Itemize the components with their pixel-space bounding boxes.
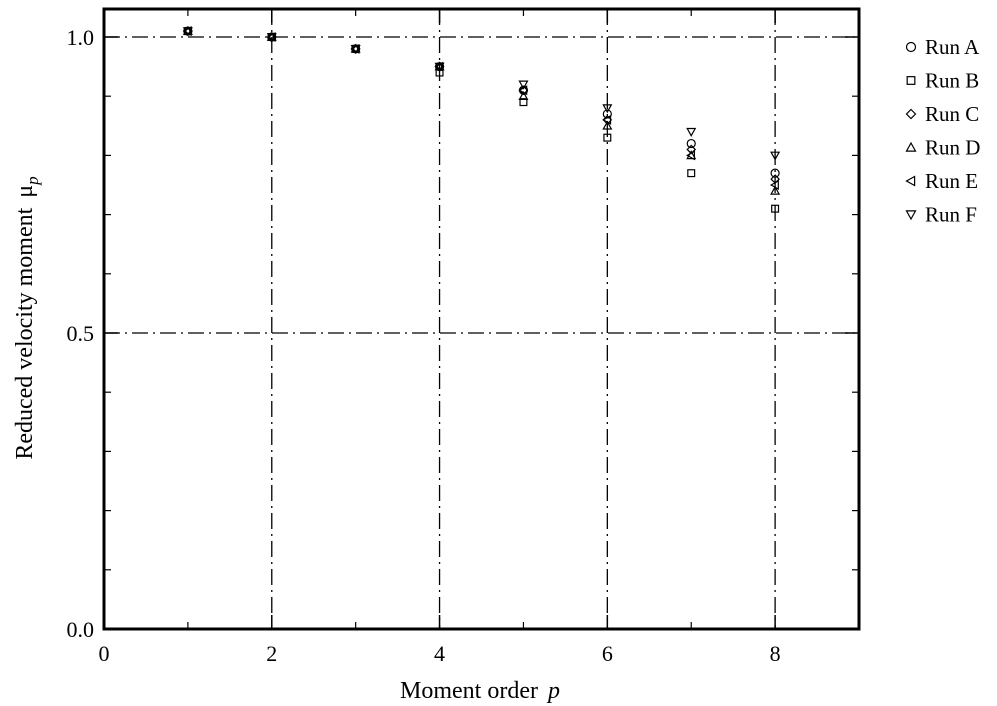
triangle-left-marker-icon xyxy=(905,175,916,187)
legend-label: Run C xyxy=(925,102,979,126)
y-axis-label: Reduced velocity momentμp xyxy=(12,176,42,459)
legend-label: Run D xyxy=(925,136,980,160)
series-run-d xyxy=(182,25,781,195)
circle-marker-icon xyxy=(905,41,917,53)
tick-labels: 0 2 4 6 8 0.0 0.5 1.0 xyxy=(67,25,781,666)
legend-item: Run C xyxy=(905,102,979,126)
data-point xyxy=(266,31,276,43)
data-point xyxy=(687,169,696,178)
data-point xyxy=(685,150,696,161)
data-point xyxy=(350,45,361,55)
data-point xyxy=(518,80,529,90)
data-point xyxy=(770,168,780,178)
x-tick-label: 2 xyxy=(266,641,277,666)
data-point xyxy=(434,61,444,72)
diamond-marker-icon xyxy=(905,108,917,120)
grid-lines xyxy=(104,9,859,629)
data-point xyxy=(519,98,528,107)
data-point xyxy=(434,62,445,72)
axis-ticks xyxy=(103,9,859,630)
data-point xyxy=(686,150,697,160)
series-run-b xyxy=(183,27,780,213)
series-run-c xyxy=(183,26,780,184)
x-tick-label: 6 xyxy=(602,641,613,666)
data-point xyxy=(602,104,613,114)
legend-item: Run D xyxy=(905,136,980,160)
legend-label: Run E xyxy=(925,169,978,193)
x-axis-label: Moment order p xyxy=(400,678,560,704)
x-tick-label: 8 xyxy=(770,641,781,666)
data-point xyxy=(182,27,193,37)
data-point xyxy=(686,138,696,149)
legend-item: Run F xyxy=(905,203,977,227)
data-point xyxy=(770,185,781,195)
data-point xyxy=(518,90,529,101)
x-tick-label: 0 xyxy=(99,641,110,666)
data-point xyxy=(769,179,779,191)
data-point xyxy=(602,114,612,125)
plot-frame xyxy=(102,7,861,631)
data-point xyxy=(770,151,781,161)
data-point xyxy=(771,204,780,213)
triangle-down-marker-icon xyxy=(905,210,917,221)
series-run-e xyxy=(182,26,779,191)
y-tick-label: 0.5 xyxy=(67,321,95,346)
legend-item: Run A xyxy=(905,35,980,59)
data-series xyxy=(182,25,781,213)
legend-item: Run E xyxy=(905,169,978,193)
data-point xyxy=(266,33,277,43)
y-tick-label: 1.0 xyxy=(67,25,95,50)
legend-label: Run B xyxy=(925,69,979,93)
data-point xyxy=(603,133,612,142)
legend-label: Run A xyxy=(925,35,980,59)
legend-label: Run F xyxy=(925,203,977,227)
legend-item: Run B xyxy=(906,69,979,93)
data-point xyxy=(602,120,613,130)
y-tick-label: 0.0 xyxy=(67,617,95,642)
square-marker-icon xyxy=(906,76,916,85)
data-point xyxy=(350,43,360,54)
data-point xyxy=(686,127,697,137)
x-tick-label: 4 xyxy=(434,641,445,666)
triangle-up-marker-icon xyxy=(905,141,917,152)
series-run-f xyxy=(182,27,781,161)
legend: Run A Run B Run C Run D Run E Run F xyxy=(905,35,980,227)
data-point xyxy=(182,26,192,37)
